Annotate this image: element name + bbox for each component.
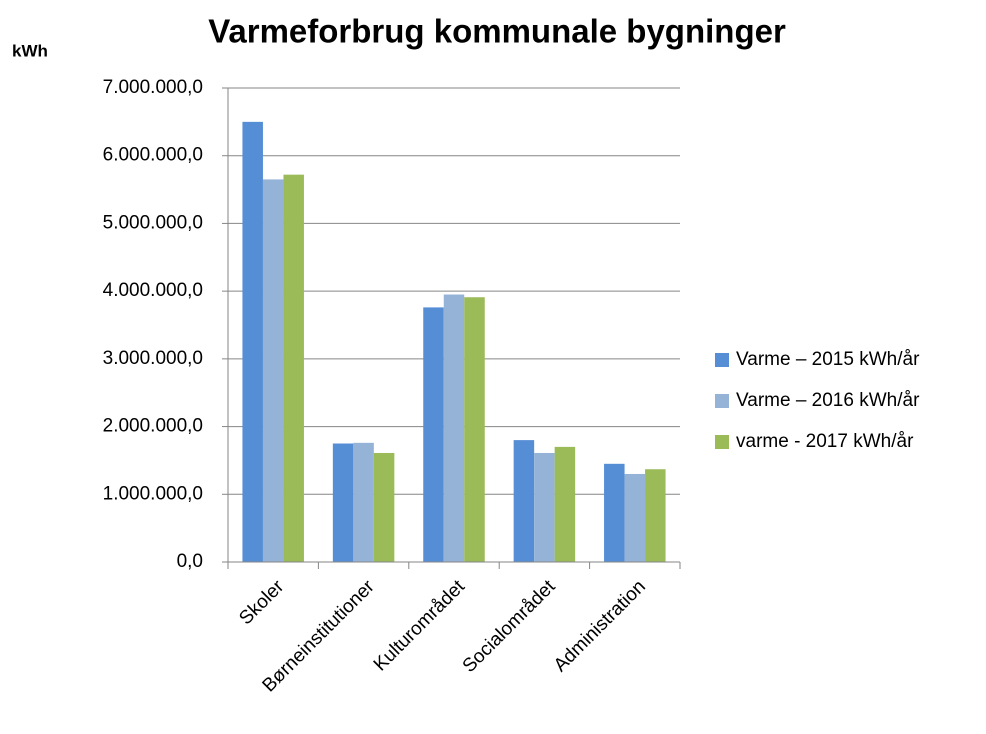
y-tick-label: 5.000.000,0 [103, 212, 203, 233]
bar [513, 440, 535, 562]
bar [464, 297, 485, 562]
bar [353, 442, 374, 562]
legend-swatch [715, 353, 729, 367]
y-tick-label: 6.000.000,0 [103, 145, 203, 166]
legend-label: Varme – 2015 kWh/år [736, 349, 920, 370]
bar [332, 443, 354, 562]
bar [645, 469, 666, 562]
y-tick-label: 2.000.000,0 [103, 416, 203, 437]
x-tick-label: Socialområdet [459, 576, 560, 677]
x-tick-label: Kulturområdet [370, 576, 470, 676]
bar [604, 463, 625, 562]
y-tick-label: 4.000.000,0 [103, 280, 203, 301]
legend-swatch [715, 435, 729, 449]
bar [373, 452, 395, 562]
bar [283, 174, 304, 562]
y-axis-label: kWh [12, 41, 48, 60]
legend-label: Varme – 2016 kWh/år [736, 390, 920, 411]
legend-swatch [715, 394, 729, 408]
y-tick-label: 3.000.000,0 [103, 348, 203, 369]
bar [262, 179, 284, 562]
bar [423, 307, 444, 562]
y-tick-label: 0,0 [177, 551, 203, 572]
bar [624, 473, 646, 562]
bar [534, 452, 555, 562]
bar [242, 121, 263, 562]
y-tick-label: 7.000.000,0 [103, 77, 203, 98]
x-tick-label: Administration [550, 576, 650, 676]
bar [443, 294, 465, 562]
chart-title: Varmeforbrug kommunale bygninger [208, 13, 786, 50]
x-tick-label: Skoler [235, 576, 288, 629]
y-tick-label: 1.000.000,0 [103, 483, 203, 504]
legend-label: varme - 2017 kWh/år [736, 431, 914, 452]
bar [554, 446, 576, 562]
